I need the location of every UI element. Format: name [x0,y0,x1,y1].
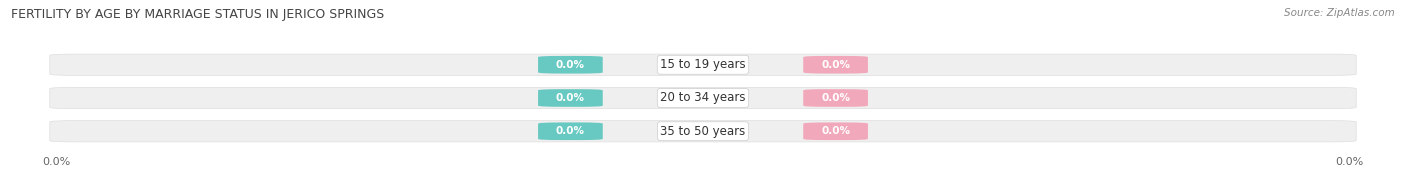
FancyBboxPatch shape [49,121,1357,142]
Text: 0.0%: 0.0% [821,60,851,70]
Text: 15 to 19 years: 15 to 19 years [661,58,745,71]
Text: 0.0%: 0.0% [555,60,585,70]
Text: 35 to 50 years: 35 to 50 years [661,125,745,138]
Text: 0.0%: 0.0% [821,93,851,103]
FancyBboxPatch shape [538,122,603,140]
FancyBboxPatch shape [538,89,603,107]
Text: 0.0%: 0.0% [555,93,585,103]
FancyBboxPatch shape [538,56,603,74]
FancyBboxPatch shape [803,56,868,74]
Text: Source: ZipAtlas.com: Source: ZipAtlas.com [1284,8,1395,18]
Text: 20 to 34 years: 20 to 34 years [661,92,745,104]
Legend: Married, Unmarried: Married, Unmarried [624,193,782,196]
Text: 0.0%: 0.0% [555,126,585,136]
FancyBboxPatch shape [49,54,1357,75]
FancyBboxPatch shape [49,87,1357,109]
FancyBboxPatch shape [803,122,868,140]
Text: FERTILITY BY AGE BY MARRIAGE STATUS IN JERICO SPRINGS: FERTILITY BY AGE BY MARRIAGE STATUS IN J… [11,8,384,21]
Text: 0.0%: 0.0% [821,126,851,136]
FancyBboxPatch shape [803,89,868,107]
